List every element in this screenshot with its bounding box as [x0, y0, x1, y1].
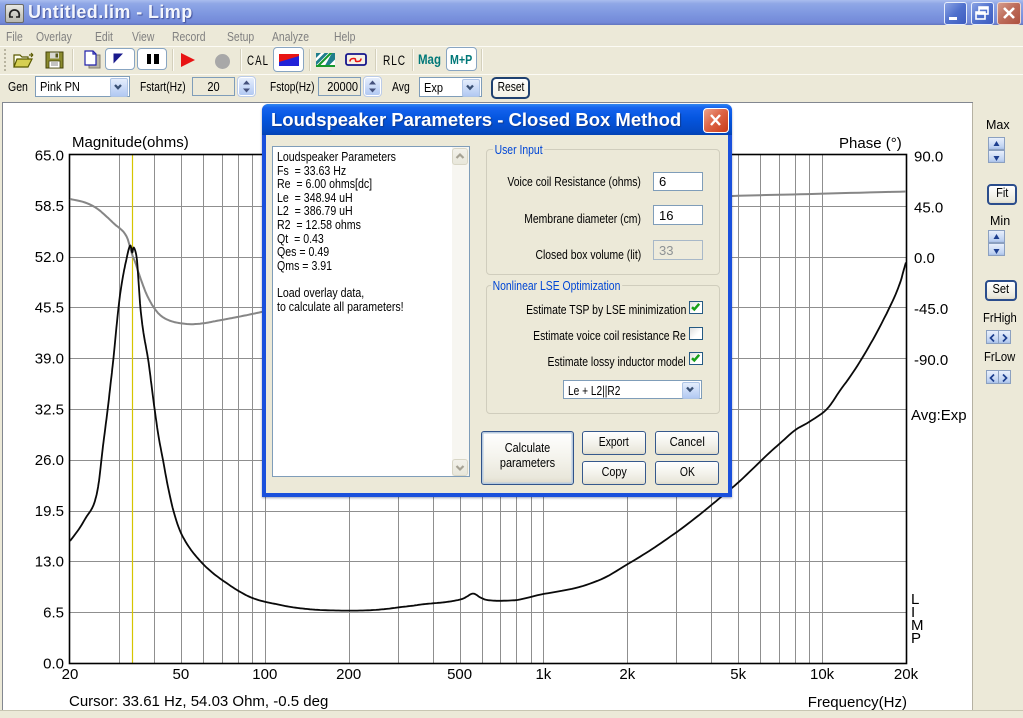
- svg-text:58.5: 58.5: [35, 198, 64, 215]
- svg-text:52.0: 52.0: [35, 249, 64, 266]
- svg-text:Phase (°): Phase (°): [839, 135, 902, 152]
- svg-text:6.5: 6.5: [43, 605, 64, 622]
- svg-text:39.0: 39.0: [35, 351, 64, 368]
- svg-text:Magnitude(ohms): Magnitude(ohms): [72, 134, 189, 151]
- svg-text:100: 100: [252, 666, 277, 683]
- svg-text:90.0: 90.0: [914, 149, 943, 166]
- svg-text:Frequency(Hz): Frequency(Hz): [808, 694, 907, 711]
- svg-text:L: L: [911, 591, 919, 608]
- svg-text:-45.0: -45.0: [914, 301, 948, 318]
- svg-text:0.0: 0.0: [43, 655, 64, 672]
- svg-text:I: I: [911, 604, 915, 621]
- svg-text:0.0: 0.0: [914, 250, 935, 267]
- svg-text:20: 20: [62, 666, 79, 683]
- svg-text:2k: 2k: [619, 666, 635, 683]
- svg-text:Avg:Exp: Avg:Exp: [911, 407, 967, 424]
- svg-text:65.0: 65.0: [35, 147, 64, 164]
- svg-text:19.5: 19.5: [35, 503, 64, 520]
- svg-text:26.0: 26.0: [35, 452, 64, 469]
- svg-text:M: M: [911, 617, 924, 634]
- svg-text:45.5: 45.5: [35, 300, 64, 317]
- svg-text:Cursor: 33.61 Hz, 54.03 Ohm, -: Cursor: 33.61 Hz, 54.03 Ohm, -0.5 deg: [69, 693, 328, 710]
- svg-text:10k: 10k: [810, 666, 835, 683]
- svg-text:500: 500: [447, 666, 472, 683]
- svg-text:20k: 20k: [894, 666, 919, 683]
- svg-text:5k: 5k: [730, 666, 746, 683]
- svg-text:13.0: 13.0: [35, 554, 64, 571]
- svg-text:50: 50: [173, 666, 190, 683]
- svg-text:-90.0: -90.0: [914, 352, 948, 369]
- svg-text:200: 200: [336, 666, 361, 683]
- svg-text:1k: 1k: [535, 666, 551, 683]
- svg-text:P: P: [911, 630, 921, 647]
- svg-text:32.5: 32.5: [35, 401, 64, 418]
- svg-text:45.0: 45.0: [914, 199, 943, 216]
